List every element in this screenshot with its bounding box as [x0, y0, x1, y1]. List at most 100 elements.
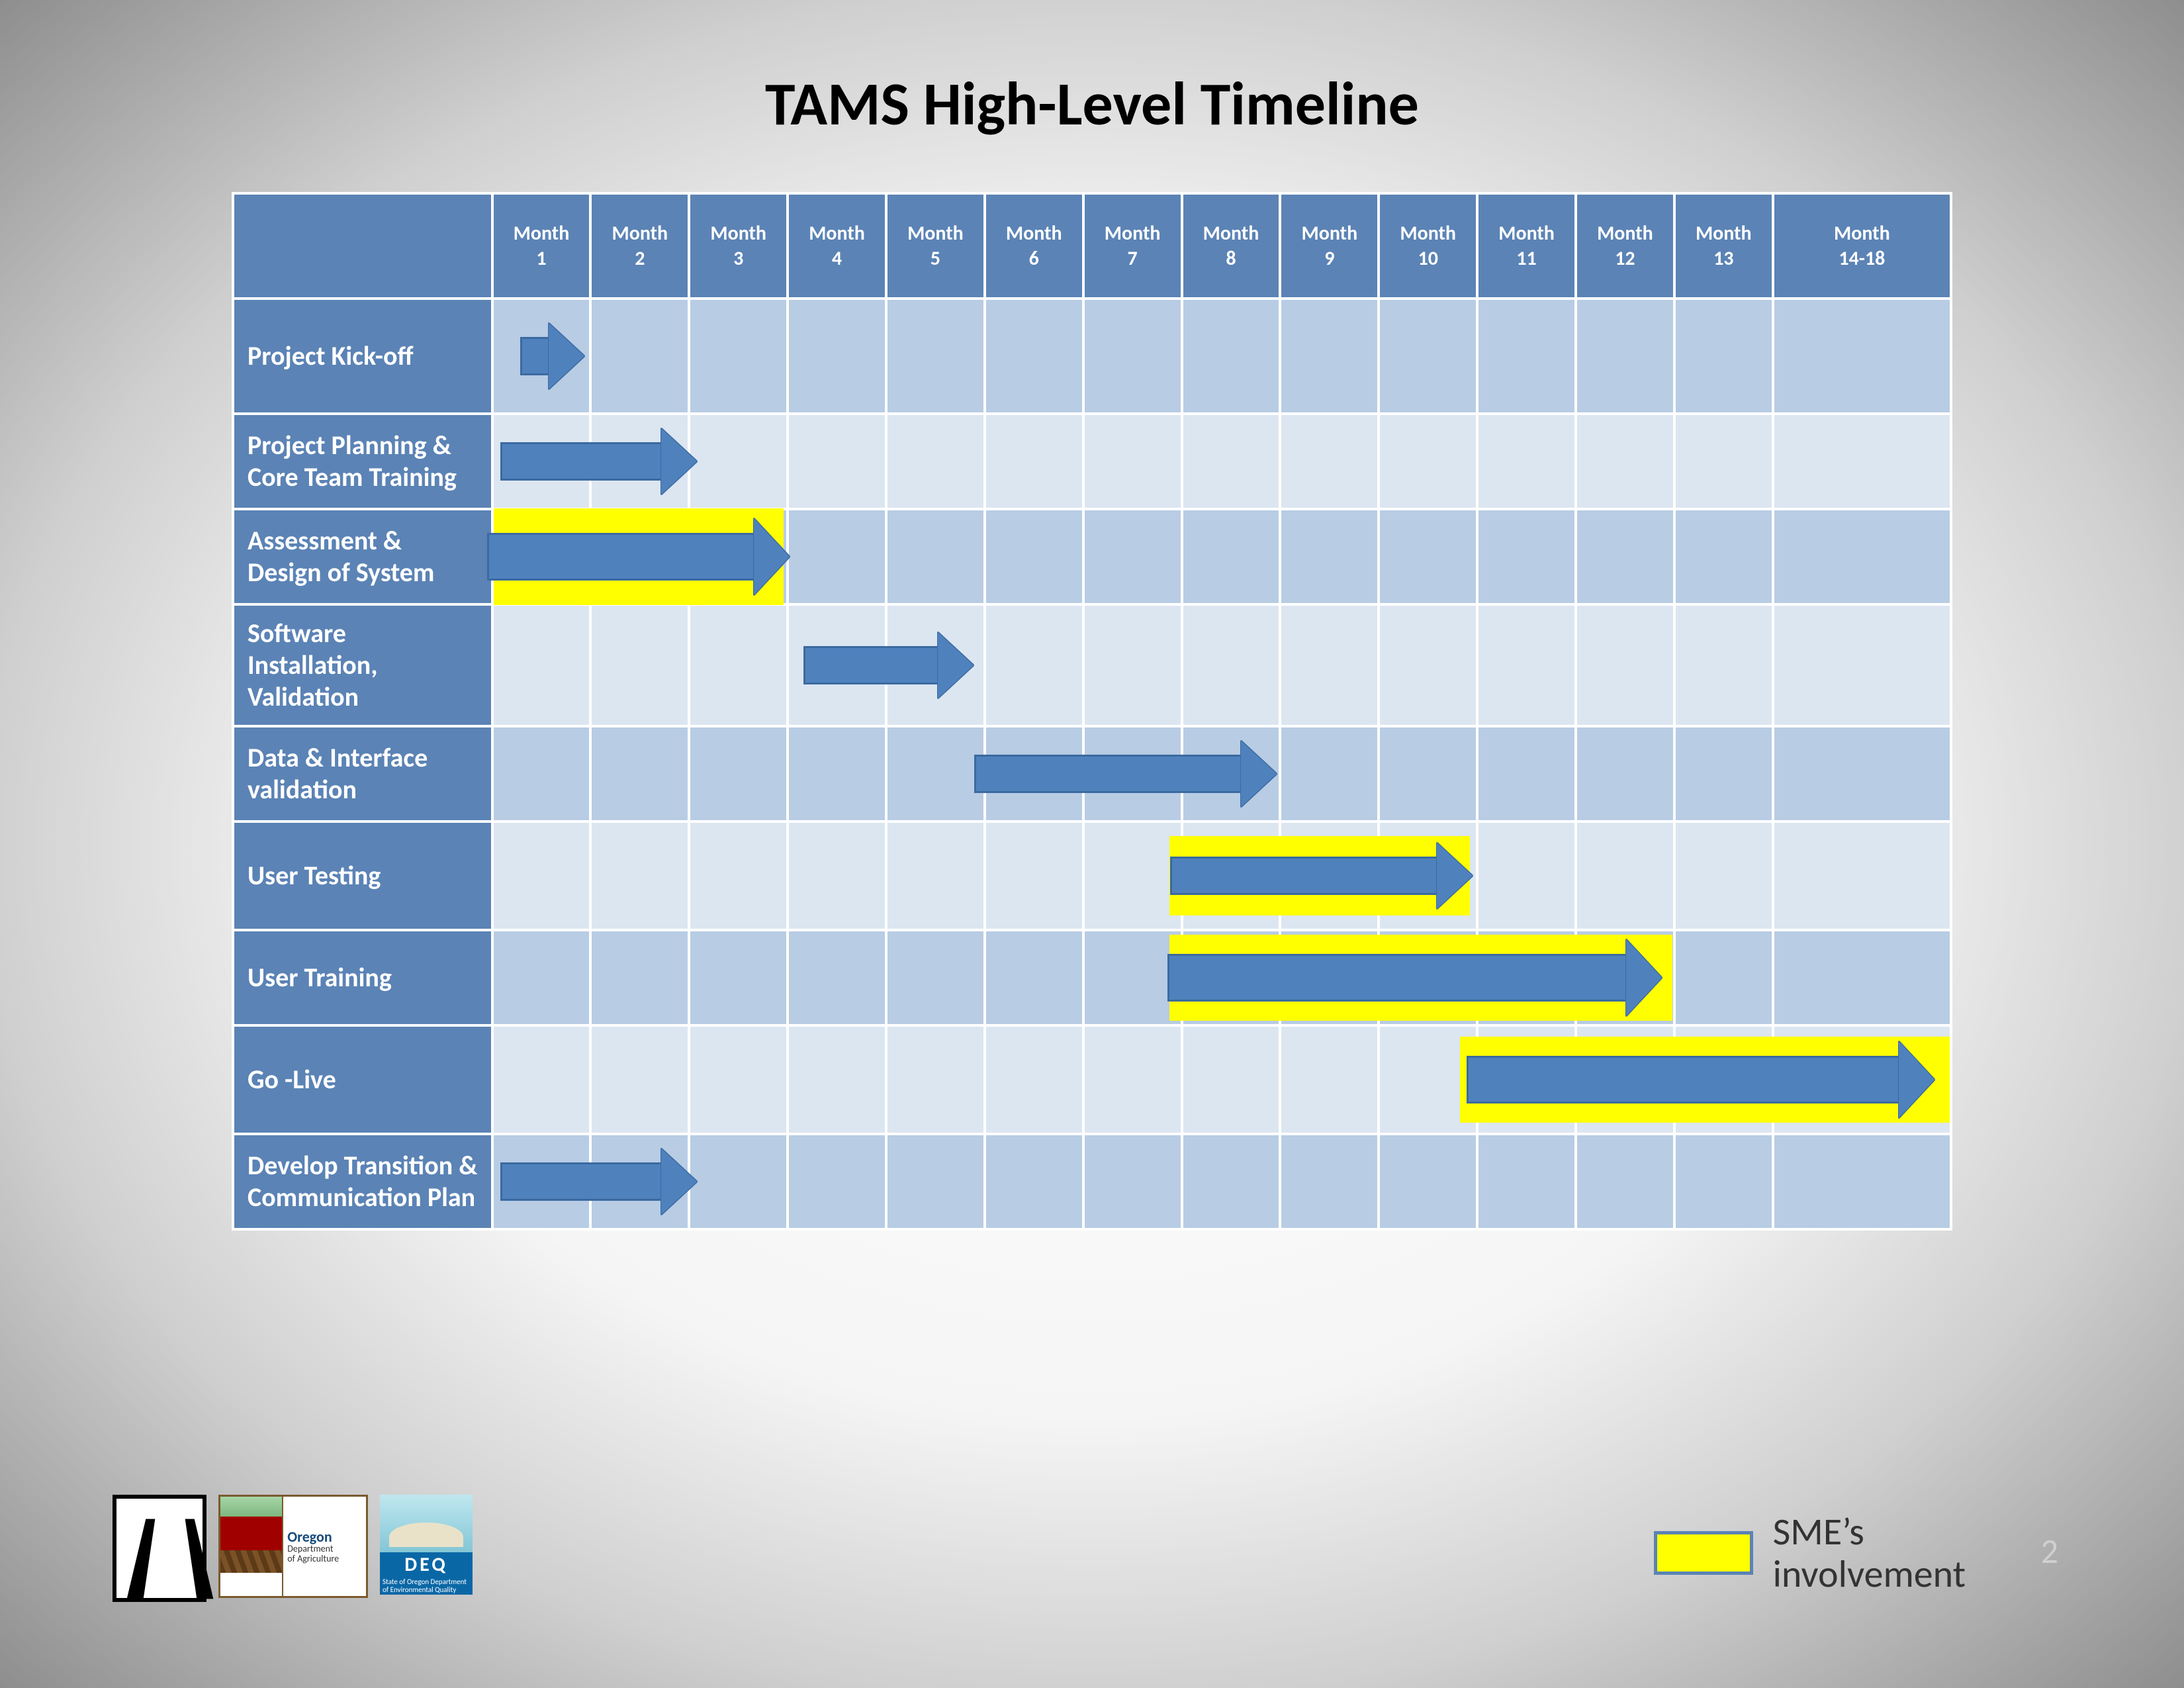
month-label-top: Month: [690, 221, 786, 246]
month-label-bottom: 5: [887, 246, 983, 271]
month-header-4: Month4: [788, 193, 886, 299]
plan-cell: [1477, 299, 1576, 414]
plan-cell: [788, 509, 886, 604]
plan-cell: [1083, 1134, 1182, 1229]
month-label-top: Month: [1380, 221, 1476, 246]
row-label: Assessment & Design of System: [233, 509, 492, 604]
plan-cell: [788, 726, 886, 821]
plan-cell: [1083, 509, 1182, 604]
arrow-icon: [1170, 843, 1473, 909]
arrow-head: [1241, 741, 1277, 807]
plan-cell: [689, 821, 788, 930]
plan-cell: [1182, 1025, 1281, 1134]
month-label-top: Month: [1183, 221, 1279, 246]
plan-cell: [1477, 1134, 1576, 1229]
plan-cell: [492, 726, 591, 821]
legend-line2: involvement: [1773, 1553, 1966, 1595]
plan-cell: [689, 1134, 788, 1229]
logo-deq-graphic: [380, 1495, 473, 1552]
legend-label: SME’s involvement: [1773, 1511, 1966, 1595]
arrow-head: [938, 632, 974, 698]
plan-cell: [1773, 726, 1951, 821]
month-label-bottom: 4: [789, 246, 885, 271]
row-label: User Training: [233, 930, 492, 1025]
plan-cell: [1576, 726, 1674, 821]
plan-cell: [985, 821, 1083, 930]
plan-cell: [1379, 604, 1477, 726]
month-header-14: Month14-18: [1773, 193, 1951, 299]
month-header-9: Month9: [1280, 193, 1379, 299]
arrow-shaft: [1167, 954, 1628, 1002]
plan-cell: [1576, 821, 1674, 930]
arrow-head: [549, 323, 584, 389]
plan-cell: [1576, 299, 1674, 414]
plan-cell: [590, 821, 689, 930]
month-label-top: Month: [1479, 221, 1574, 246]
legend-line1: SME’s: [1773, 1511, 1966, 1553]
header-corner: [233, 193, 492, 299]
month-label-top: Month: [1774, 221, 1950, 246]
plan-cell: [590, 604, 689, 726]
month-label-top: Month: [1676, 221, 1772, 246]
plan-cell: [1674, 299, 1773, 414]
month-label-top: Month: [789, 221, 885, 246]
plan-cell: [1477, 604, 1576, 726]
plan-cell: [1182, 604, 1281, 726]
plan-cell: [1674, 509, 1773, 604]
timeline-row: Data & Interface validation: [233, 726, 1951, 821]
plan-cell: [492, 604, 591, 726]
timeline-row: Develop Transition & Communication Plan: [233, 1134, 1951, 1229]
plan-cell: [1477, 414, 1576, 509]
logo-oda: Oregon Department of Agriculture: [218, 1495, 368, 1598]
row-label: User Testing: [233, 821, 492, 930]
plan-cell: [788, 930, 886, 1025]
plan-cell: [788, 821, 886, 930]
arrow-icon: [1467, 1041, 1934, 1118]
plan-cell: [1674, 1134, 1773, 1229]
plan-cell: [590, 1025, 689, 1134]
arrow-icon: [500, 428, 697, 494]
arrow-shaft: [974, 755, 1243, 793]
plan-cell: [689, 414, 788, 509]
plan-cell: [1773, 1134, 1951, 1229]
arrow-shaft: [1467, 1056, 1901, 1103]
plan-cell: [985, 414, 1083, 509]
plan-cell: [1674, 726, 1773, 821]
row-label: Software Installation, Validation: [233, 604, 492, 726]
month-label-bottom: 8: [1183, 246, 1279, 271]
plan-cell: [886, 509, 985, 604]
month-header-12: Month12: [1576, 193, 1674, 299]
month-label-bottom: 2: [592, 246, 688, 271]
plan-cell: [492, 299, 591, 414]
month-label-bottom: 13: [1676, 246, 1772, 271]
month-label-bottom: 12: [1577, 246, 1673, 271]
logo-odot: [113, 1495, 206, 1602]
plan-cell: [1379, 414, 1477, 509]
month-header-7: Month7: [1083, 193, 1182, 299]
arrow-head: [661, 1149, 697, 1215]
month-header-2: Month2: [590, 193, 689, 299]
plan-cell: [492, 930, 591, 1025]
plan-cell: [985, 604, 1083, 726]
month-header-1: Month1: [492, 193, 591, 299]
logo-strip: Oregon Department of Agriculture DEQ Sta…: [113, 1495, 473, 1602]
month-header-10: Month10: [1379, 193, 1477, 299]
timeline-row: User Training: [233, 930, 1951, 1025]
plan-cell: [886, 821, 985, 930]
plan-cell: [492, 414, 591, 509]
month-label-top: Month: [1281, 221, 1377, 246]
plan-cell: [1280, 604, 1379, 726]
month-header-8: Month8: [1182, 193, 1281, 299]
logo-deq-sub: State of Oregon Department of Environmen…: [380, 1577, 473, 1595]
plan-cell: [1773, 604, 1951, 726]
month-label-top: Month: [887, 221, 983, 246]
plan-cell: [590, 299, 689, 414]
timeline-row: Go -Live: [233, 1025, 1951, 1134]
plan-cell: [492, 1134, 591, 1229]
plan-cell: [1280, 726, 1379, 821]
plan-cell: [1477, 821, 1576, 930]
plan-cell: [1773, 930, 1951, 1025]
timeline-chart: Month1Month2Month3Month4Month5Month6Mont…: [232, 192, 1952, 1231]
month-label-top: Month: [494, 221, 590, 246]
month-label-top: Month: [592, 221, 688, 246]
